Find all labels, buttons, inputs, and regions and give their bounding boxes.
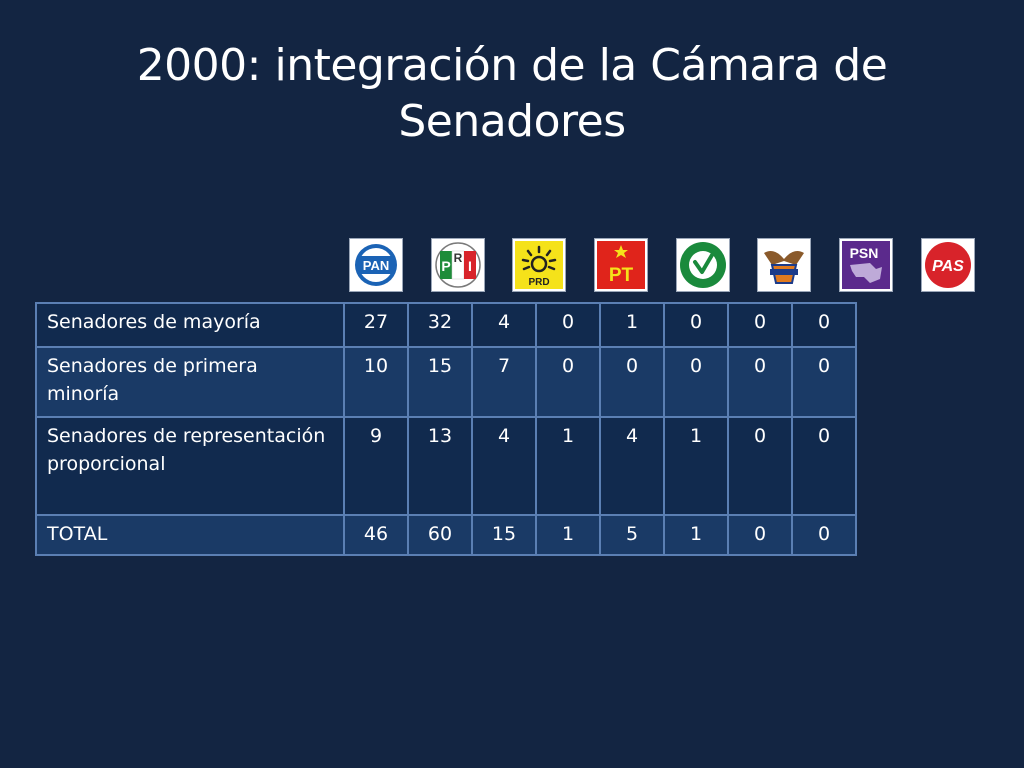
pan-logo: PAN [349,238,403,292]
pas-logo: PAS [921,238,975,292]
convergencia-logo [757,238,811,292]
title-line-1: 2000: integración de la Cámara de [136,40,888,91]
table-cell: 13 [407,416,473,516]
table-cell: 4 [599,416,665,516]
table-cell: 0 [791,514,857,556]
table-row: Senadores de mayoría 27 32 4 0 1 0 0 0 [35,302,857,348]
table-cell: 0 [663,302,729,348]
table-cell: 0 [727,346,793,418]
pvem-logo [676,238,730,292]
party-logos: PAN P R I PR [341,238,989,292]
row-label: Senadores de representación proporcional [35,416,345,516]
pan-logo-text: PAN [363,258,389,273]
table-cell: 4 [471,416,537,516]
senate-composition-table: Senadores de mayoría 27 32 4 0 1 0 0 0 S… [35,302,857,556]
table-cell: 0 [727,302,793,348]
table-cell: 0 [727,514,793,556]
row-label: Senadores de mayoría [35,302,345,348]
table-cell: 1 [663,416,729,516]
table-cell: 1 [599,302,665,348]
row-label: Senadores de primera minoría [35,346,345,418]
table-row: Senadores de primera minoría 10 15 7 0 0… [35,346,857,418]
table-cell: 10 [343,346,409,418]
table-cell: 9 [343,416,409,516]
table-cell: 0 [791,346,857,418]
title-line-2: Senadores [398,96,626,147]
table-cell: 0 [791,302,857,348]
table-cell: 0 [599,346,665,418]
pas-logo-text: PAS [932,258,964,275]
slide-title: 2000: integración de la Cámara de Senado… [0,38,1024,150]
svg-text:I: I [468,258,472,274]
prd-logo: PRD [512,238,566,292]
table-cell: 7 [471,346,537,418]
table-cell: 15 [471,514,537,556]
table-cell: 5 [599,514,665,556]
table-cell: 46 [343,514,409,556]
table-cell: 15 [407,346,473,418]
table-cell: 0 [535,346,601,418]
table-cell: 1 [535,416,601,516]
table-cell: 0 [791,416,857,516]
pt-logo-text: PT [609,265,634,286]
table-row-total: TOTAL 46 60 15 1 5 1 0 0 [35,514,857,556]
svg-text:R: R [454,251,463,265]
pt-logo: PT [594,238,648,292]
pri-logo: P R I [431,238,485,292]
svg-text:P: P [441,258,450,274]
psn-logo-text: PSN [850,245,879,261]
table-cell: 32 [407,302,473,348]
table-cell: 0 [727,416,793,516]
table-cell: 27 [343,302,409,348]
table-cell: 1 [535,514,601,556]
row-label: TOTAL [35,514,345,556]
psn-logo: PSN [839,238,893,292]
table-row: Senadores de representación proporcional… [35,416,857,516]
prd-logo-text: PRD [528,277,549,288]
table-cell: 0 [663,346,729,418]
table-cell: 0 [535,302,601,348]
table-cell: 1 [663,514,729,556]
table-cell: 4 [471,302,537,348]
table-cell: 60 [407,514,473,556]
